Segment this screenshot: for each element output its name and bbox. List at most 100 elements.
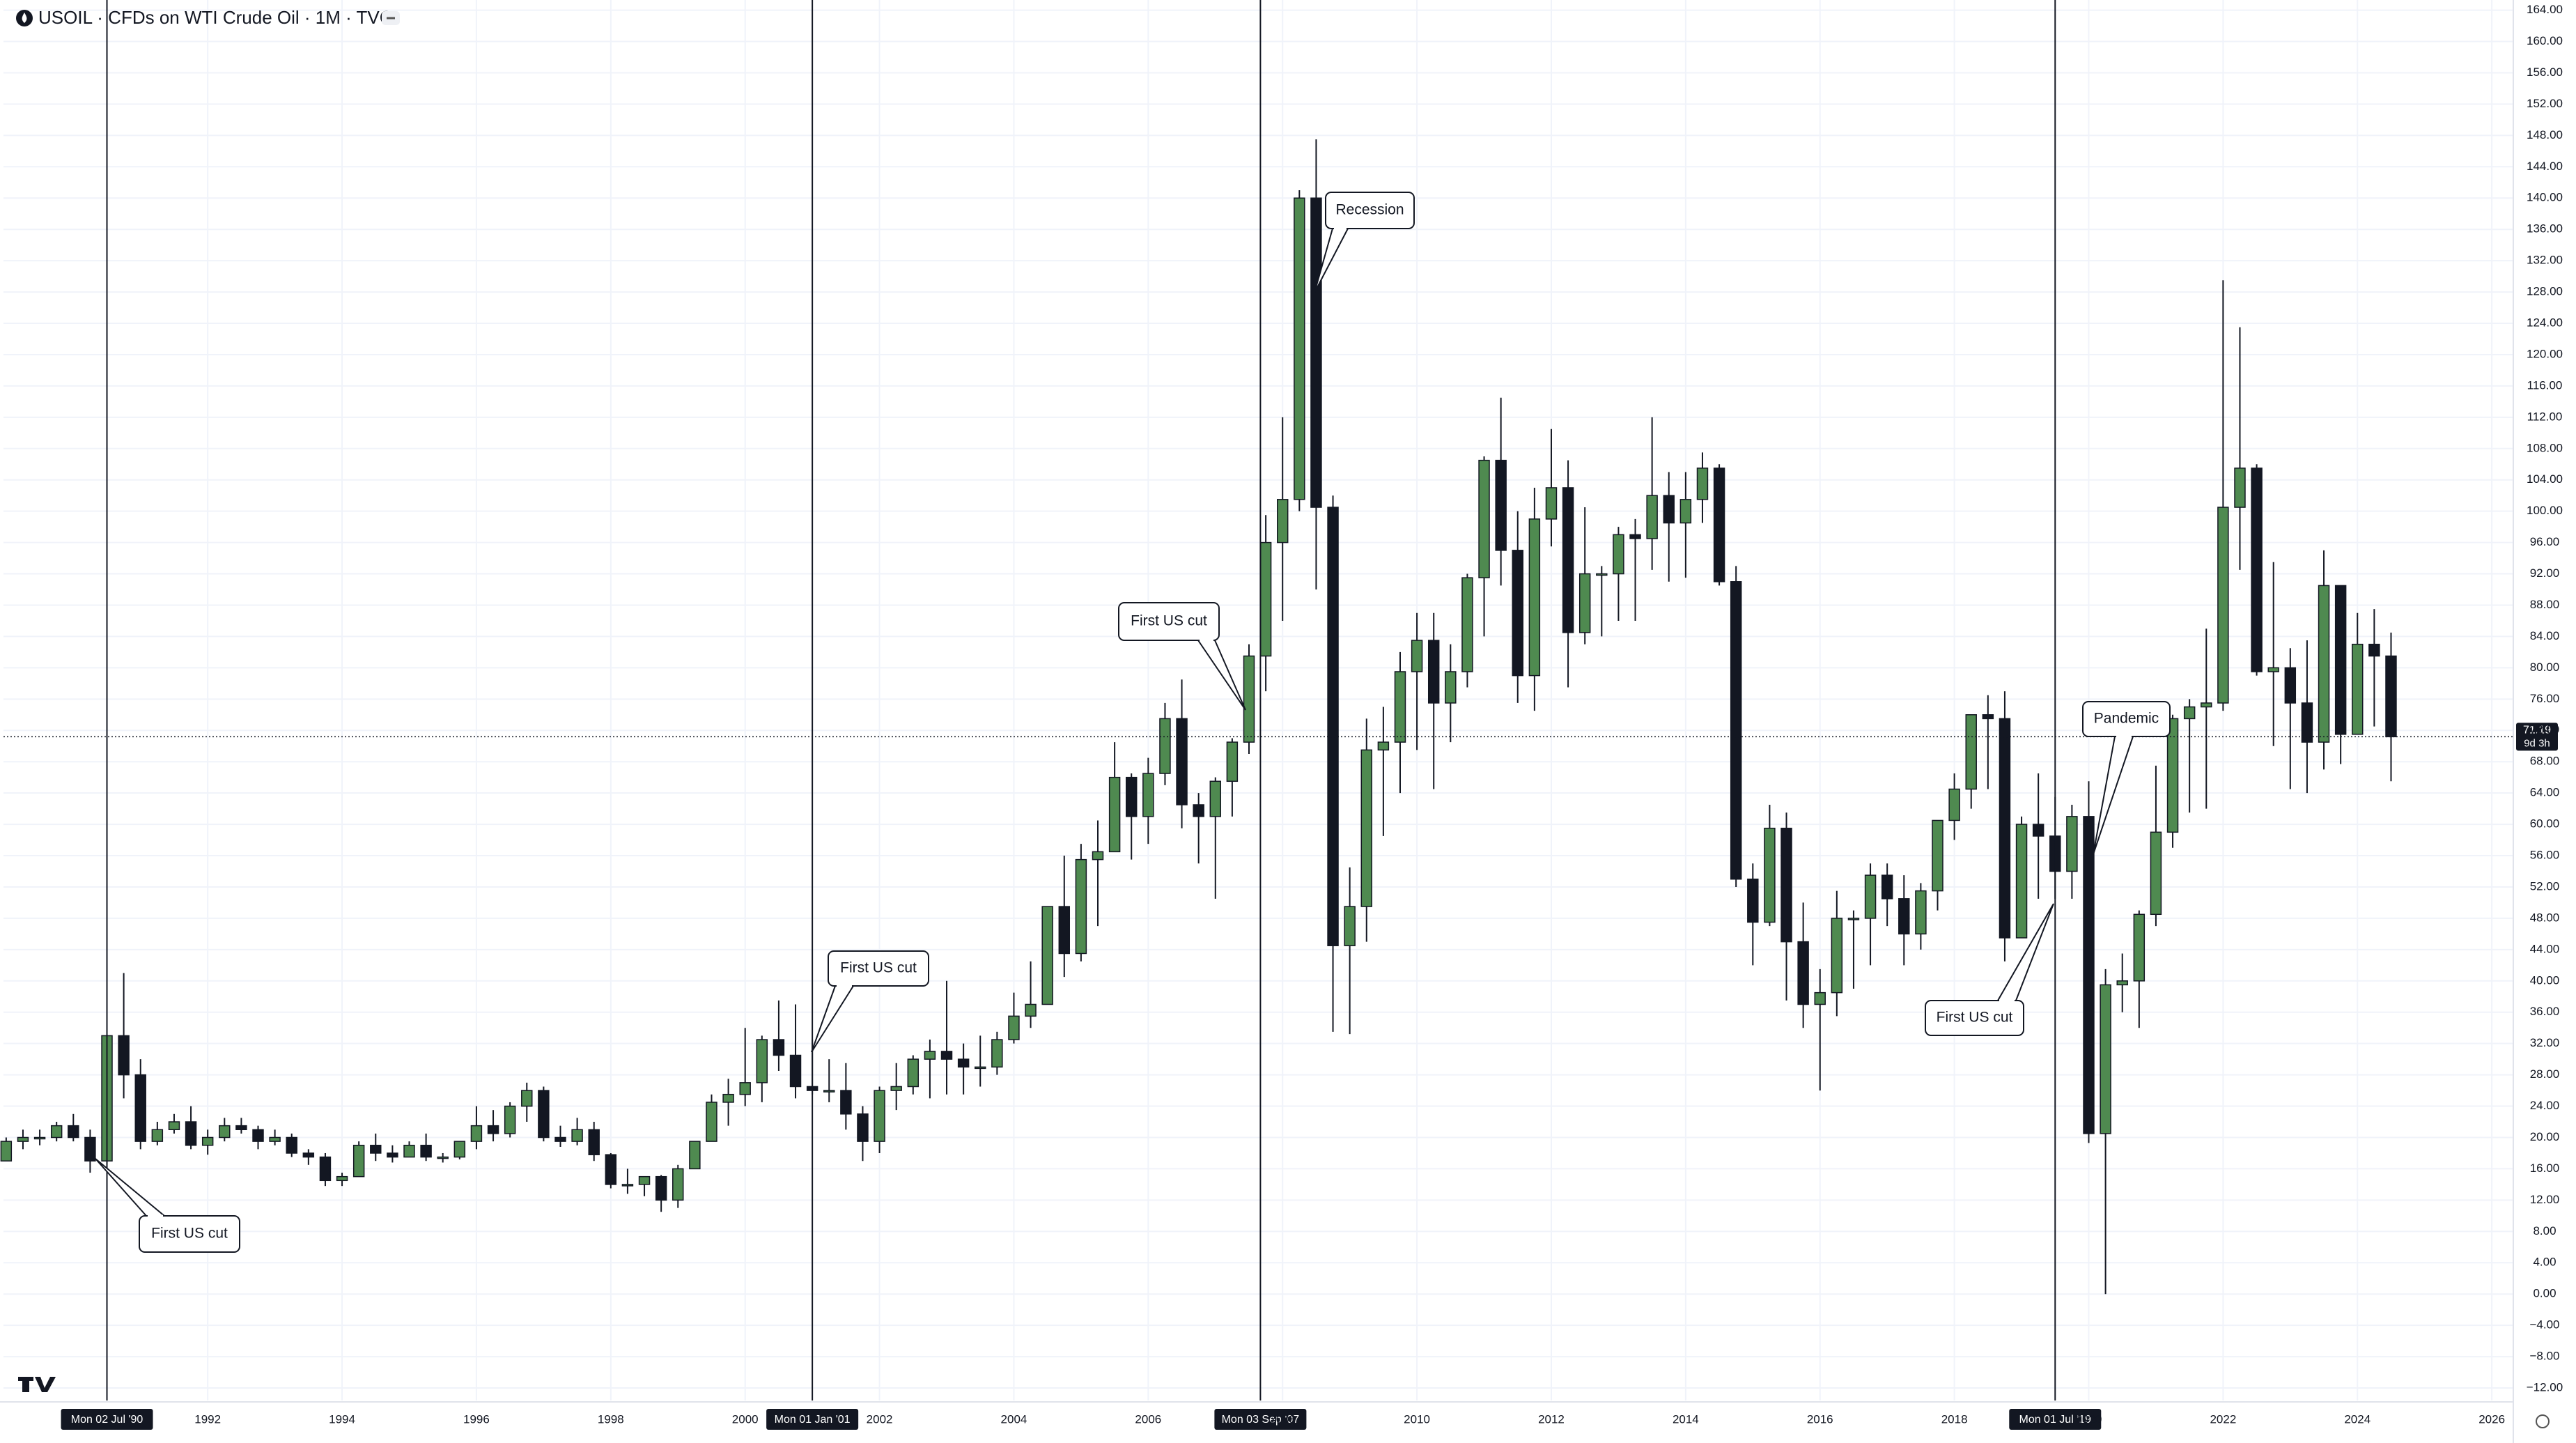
candle-body <box>1747 878 1759 923</box>
callout-box <box>139 1215 240 1253</box>
candle-body <box>1831 918 1843 994</box>
y-tick-label: 4.00 <box>2533 1256 2556 1269</box>
candle-body <box>1948 788 1960 821</box>
candle-body <box>2267 667 2279 672</box>
candle-body <box>352 1144 365 1178</box>
candle-body <box>2334 585 2347 735</box>
y-tick-label: 88.00 <box>2530 598 2560 611</box>
candle-body <box>2217 507 2229 704</box>
candle-body <box>168 1121 180 1131</box>
candle-body <box>1797 941 1809 1005</box>
x-tick-label: 2010 <box>1404 1412 1430 1426</box>
y-tick-label: 20.00 <box>2530 1130 2560 1143</box>
candle-body <box>336 1175 348 1182</box>
y-tick-label: 36.00 <box>2530 1005 2560 1018</box>
candle-body <box>1528 518 1541 677</box>
candle-body <box>403 1144 415 1158</box>
candle-body <box>739 1082 751 1095</box>
candle-body <box>1294 197 1305 500</box>
y-tick-label: 124.00 <box>2527 316 2563 330</box>
x-tick-label: 2020 <box>2076 1412 2102 1426</box>
marker-label-box <box>1214 1409 1307 1430</box>
candle-body <box>1646 495 1658 539</box>
candle-body <box>2368 643 2380 657</box>
candle-body <box>1310 197 1322 508</box>
candle-body <box>134 1074 146 1142</box>
candle-body <box>991 1039 1003 1068</box>
y-tick-label: 120.00 <box>2527 347 2563 360</box>
candle-body <box>1360 749 1372 907</box>
x-tick-label: 1992 <box>194 1412 221 1426</box>
candle-body <box>470 1125 483 1142</box>
callout-pointer <box>2093 736 2134 855</box>
candle-body <box>689 1141 701 1170</box>
y-tick-label: 64.00 <box>2530 786 2560 799</box>
candle-body <box>2183 706 2196 720</box>
candle-body <box>2234 468 2246 508</box>
candle-body <box>1478 459 1490 578</box>
candle-body <box>252 1129 264 1142</box>
candle-body <box>437 1156 449 1159</box>
candle-body <box>2150 831 2162 916</box>
candle-body <box>1075 858 1087 955</box>
candle-body <box>201 1136 214 1146</box>
candle-body <box>706 1102 717 1142</box>
chart-title[interactable]: USOIL · CFDs on WTI Crude Oil · 1M · TVC <box>38 7 393 28</box>
candles <box>0 139 2397 1295</box>
candle-body <box>1663 495 1675 524</box>
settings-button[interactable] <box>2536 1414 2550 1428</box>
y-tick-label: 24.00 <box>2530 1099 2560 1112</box>
callout-pointer <box>811 985 854 1053</box>
candle-body <box>1764 827 1776 923</box>
candle-body <box>538 1090 550 1139</box>
x-tick-label: 2012 <box>1538 1412 1565 1426</box>
candle-body <box>1613 534 1624 575</box>
candle-body <box>2066 816 2078 872</box>
y-tick-label: 108.00 <box>2527 441 2563 454</box>
candle-body <box>1259 541 1272 657</box>
x-tick-label: 1996 <box>463 1412 490 1426</box>
symbol-icon-drop <box>22 13 27 23</box>
candle-body <box>1578 573 1591 633</box>
candle-body <box>2201 702 2212 708</box>
callout-box <box>828 950 929 987</box>
x-tick-label: 2014 <box>1673 1412 1699 1426</box>
candle-body <box>621 1184 634 1187</box>
y-tick-label: 68.00 <box>2530 755 2560 768</box>
y-tick-label: 48.00 <box>2530 911 2560 924</box>
candle-body <box>420 1144 432 1158</box>
y-tick-label: 60.00 <box>2530 817 2560 831</box>
candle-body <box>1377 741 1390 751</box>
candle-body <box>487 1125 499 1134</box>
candle-body <box>33 1136 46 1140</box>
candle-body <box>1730 581 1742 880</box>
callout-text: Pandemic <box>2094 711 2159 727</box>
callout-text: First US cut <box>1131 613 1207 629</box>
x-tick-label: 2024 <box>2344 1412 2371 1426</box>
candle-body <box>722 1093 734 1103</box>
x-tick-label: 2026 <box>2478 1412 2505 1426</box>
candle-body <box>789 1054 802 1088</box>
candle-body <box>1327 507 1339 946</box>
candle-body <box>2251 468 2263 672</box>
candle-body <box>857 1113 869 1142</box>
x-tick-label: 1998 <box>598 1412 624 1426</box>
candle-body <box>1629 534 1641 539</box>
y-tick-label: 112.00 <box>2527 410 2563 423</box>
y-tick-label: 156.00 <box>2527 65 2563 79</box>
candle-body <box>118 1035 130 1076</box>
candle-body <box>1394 671 1406 743</box>
candle-body <box>68 1125 79 1139</box>
candle-body <box>554 1136 566 1142</box>
candle-body <box>1915 890 1927 935</box>
candle-body <box>773 1039 785 1056</box>
y-tick-label: 0.00 <box>2533 1287 2556 1300</box>
x-tick-label: 1994 <box>329 1412 355 1426</box>
candle-body <box>1243 655 1255 743</box>
candle-body <box>1679 499 1692 524</box>
y-tick-label: 80.00 <box>2530 661 2560 674</box>
candle-body <box>1780 827 1792 943</box>
candle-body <box>151 1129 164 1142</box>
y-tick-label: 148.00 <box>2527 128 2563 141</box>
y-tick-label: 76.00 <box>2530 692 2560 705</box>
